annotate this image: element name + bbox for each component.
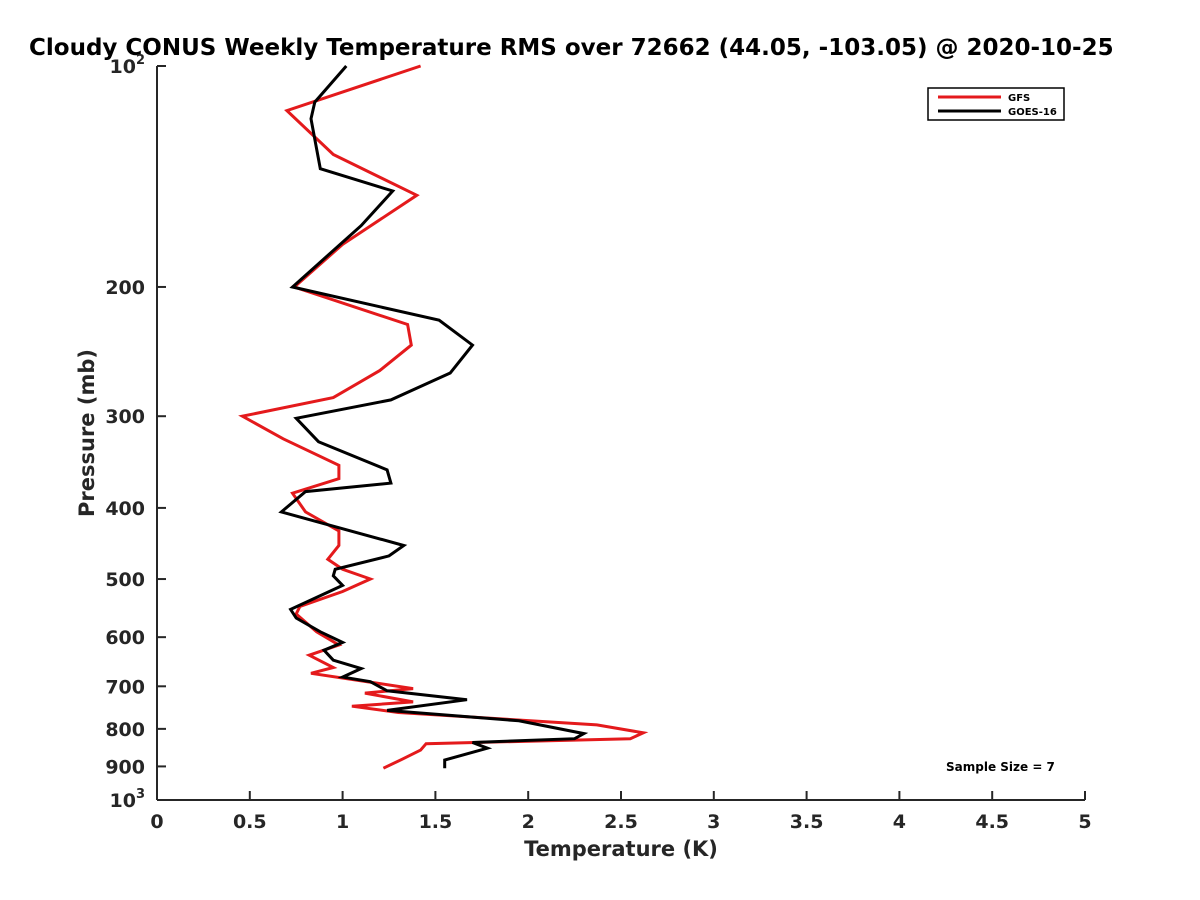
- x-tick-label: 1.5: [419, 811, 453, 833]
- x-tick-label: 0.5: [233, 811, 267, 833]
- y-tick-label: 300: [105, 406, 145, 428]
- legend: GFS GOES-16: [927, 87, 1065, 121]
- sample-size-annotation: Sample Size = 7: [946, 760, 1055, 774]
- legend-box: [927, 87, 1065, 121]
- x-tick-label: 4.5: [975, 811, 1009, 833]
- y-tick-label-base: 200: [105, 277, 145, 299]
- x-tick-label: 2.5: [604, 811, 638, 833]
- x-tick-label: 0: [150, 811, 163, 833]
- legend-label-gfs: GFS: [1008, 93, 1030, 104]
- x-tick-label: 4: [893, 811, 906, 833]
- legend-label-goes-16: GOES-16: [1008, 107, 1057, 118]
- y-tick-label-exponent: 3: [136, 787, 145, 802]
- y-tick-label-base: 800: [105, 719, 145, 741]
- x-axis-label: Temperature (K): [524, 837, 718, 861]
- y-tick-label-base: 600: [105, 627, 145, 649]
- y-tick-label: 800: [105, 719, 145, 741]
- y-tick-label-base: 900: [105, 756, 145, 778]
- y-tick-label-base: 10: [110, 790, 136, 812]
- x-tick-label: 5: [1078, 811, 1091, 833]
- x-tick-label: 3.5: [790, 811, 824, 833]
- y-tick-label: 103: [110, 787, 146, 812]
- x-tick-label: 2: [522, 811, 535, 833]
- y-tick-label: 900: [105, 756, 145, 778]
- y-tick-label: 700: [105, 676, 145, 698]
- y-tick-label-base: 400: [105, 498, 145, 520]
- series-lines: [238, 64, 649, 770]
- y-tick-label: 102: [110, 53, 146, 78]
- x-axis-ticks: 0 0.5 1 1.5 2 2.5 3 3.5 4 4.5 5: [150, 791, 1092, 833]
- y-tick-label-base: 300: [105, 406, 145, 428]
- y-axis-label: Pressure (mb): [75, 349, 99, 517]
- y-tick-label: 600: [105, 627, 145, 649]
- y-tick-label-base: 700: [105, 676, 145, 698]
- y-tick-label-base: 500: [105, 569, 145, 591]
- y-tick-label: 200: [105, 277, 145, 299]
- series-line-goes-16: [278, 65, 589, 769]
- y-tick-label-exponent: 2: [136, 53, 145, 68]
- y-tick-label-base: 10: [110, 56, 136, 78]
- x-tick-label: 1: [336, 811, 349, 833]
- y-tick-label: 500: [105, 569, 145, 591]
- y-tick-label: 400: [105, 498, 145, 520]
- chart-title: Cloudy CONUS Weekly Temperature RMS over…: [29, 35, 1114, 61]
- x-tick-label: 3: [707, 811, 720, 833]
